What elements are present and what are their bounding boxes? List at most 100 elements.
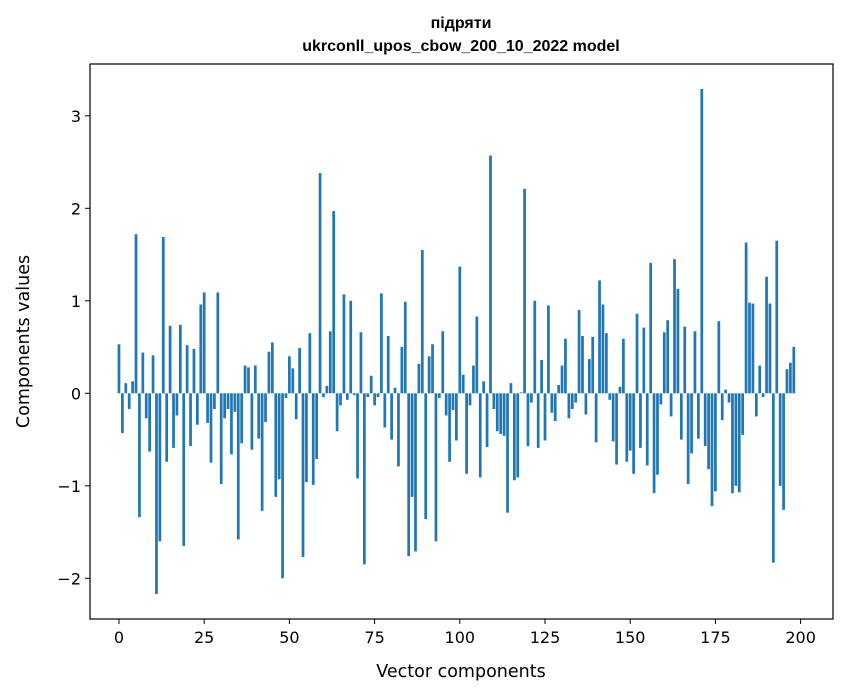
bar bbox=[666, 320, 670, 394]
bar bbox=[741, 393, 745, 435]
bar bbox=[567, 393, 571, 419]
bar bbox=[594, 393, 598, 443]
bar bbox=[253, 365, 257, 394]
bar bbox=[771, 393, 775, 563]
bar bbox=[782, 393, 785, 510]
bar bbox=[427, 356, 431, 394]
bar bbox=[509, 383, 513, 394]
y-axis-label: Components values bbox=[14, 255, 34, 428]
bar bbox=[308, 333, 312, 394]
bar bbox=[390, 393, 393, 440]
bar bbox=[676, 288, 680, 394]
bar bbox=[148, 393, 152, 452]
bar bbox=[349, 300, 353, 394]
bar bbox=[611, 393, 615, 442]
bar bbox=[720, 393, 724, 421]
bar bbox=[144, 393, 148, 419]
bar bbox=[373, 393, 376, 406]
bar bbox=[325, 385, 329, 394]
chart-subtitle: ukrconll_upos_cbow_200_10_2022 model bbox=[302, 38, 619, 55]
bar bbox=[758, 365, 762, 394]
bar bbox=[526, 393, 530, 447]
x-tick-label: 25 bbox=[194, 628, 214, 647]
bar bbox=[315, 393, 319, 459]
bar bbox=[686, 393, 690, 484]
bar bbox=[533, 300, 537, 394]
bar bbox=[250, 393, 254, 450]
bar bbox=[530, 393, 533, 403]
bar bbox=[468, 393, 472, 406]
bar bbox=[690, 393, 693, 454]
bar bbox=[274, 393, 278, 497]
bar bbox=[577, 310, 581, 394]
x-axis-ticks: 0 25 50 75 100 125 150 175 200 bbox=[114, 619, 816, 647]
chart-title: підряти bbox=[431, 15, 492, 32]
bar bbox=[693, 331, 697, 394]
bar bbox=[707, 393, 710, 470]
bars-group bbox=[117, 88, 796, 595]
bar bbox=[748, 302, 751, 394]
bar bbox=[141, 352, 145, 394]
bar bbox=[366, 393, 370, 397]
bar bbox=[178, 324, 182, 394]
bar bbox=[131, 381, 134, 394]
bar bbox=[727, 393, 731, 403]
bar bbox=[206, 393, 209, 423]
bar bbox=[615, 393, 618, 465]
bar bbox=[550, 393, 554, 413]
bar bbox=[165, 393, 169, 462]
bar bbox=[502, 393, 506, 436]
bar bbox=[591, 336, 595, 394]
bar bbox=[403, 301, 407, 394]
x-tick-label: 0 bbox=[114, 628, 124, 647]
y-tick-label: 0 bbox=[71, 384, 81, 403]
bar bbox=[182, 393, 186, 546]
bar bbox=[393, 387, 397, 394]
bar bbox=[656, 393, 659, 475]
bar bbox=[441, 331, 445, 394]
bar bbox=[765, 276, 768, 394]
bar bbox=[311, 393, 315, 485]
bar bbox=[400, 347, 404, 394]
x-tick-label: 100 bbox=[445, 628, 476, 647]
y-tick-label: 1 bbox=[71, 292, 81, 311]
bar bbox=[761, 393, 765, 397]
bar bbox=[168, 325, 172, 394]
bar bbox=[151, 355, 155, 394]
bar bbox=[305, 393, 308, 483]
bar bbox=[458, 266, 462, 394]
bar bbox=[410, 393, 414, 497]
bar bbox=[669, 393, 673, 417]
bar bbox=[219, 393, 223, 484]
y-tick-label: −1 bbox=[57, 477, 81, 496]
bar bbox=[121, 393, 124, 434]
bar bbox=[288, 356, 291, 394]
bar bbox=[264, 393, 267, 422]
bar bbox=[247, 367, 250, 394]
bar bbox=[213, 393, 216, 410]
bar bbox=[117, 344, 121, 394]
bar bbox=[138, 393, 141, 518]
x-tick-label: 75 bbox=[364, 628, 384, 647]
bar bbox=[540, 360, 543, 394]
bar bbox=[124, 383, 128, 394]
bar bbox=[230, 393, 233, 455]
bar bbox=[189, 393, 192, 447]
bar bbox=[223, 393, 226, 419]
bar bbox=[768, 303, 772, 394]
bar bbox=[417, 363, 421, 394]
bar bbox=[369, 375, 373, 394]
bar bbox=[506, 393, 509, 513]
bar bbox=[584, 393, 588, 415]
bar bbox=[414, 393, 417, 552]
bar bbox=[625, 393, 629, 462]
x-tick-label: 200 bbox=[785, 628, 816, 647]
bar bbox=[267, 351, 271, 394]
bar bbox=[339, 393, 342, 406]
bar bbox=[383, 393, 387, 428]
bar bbox=[431, 344, 434, 394]
bar bbox=[754, 393, 758, 417]
bar bbox=[233, 393, 237, 412]
x-axis-label: Vector components bbox=[376, 662, 545, 682]
